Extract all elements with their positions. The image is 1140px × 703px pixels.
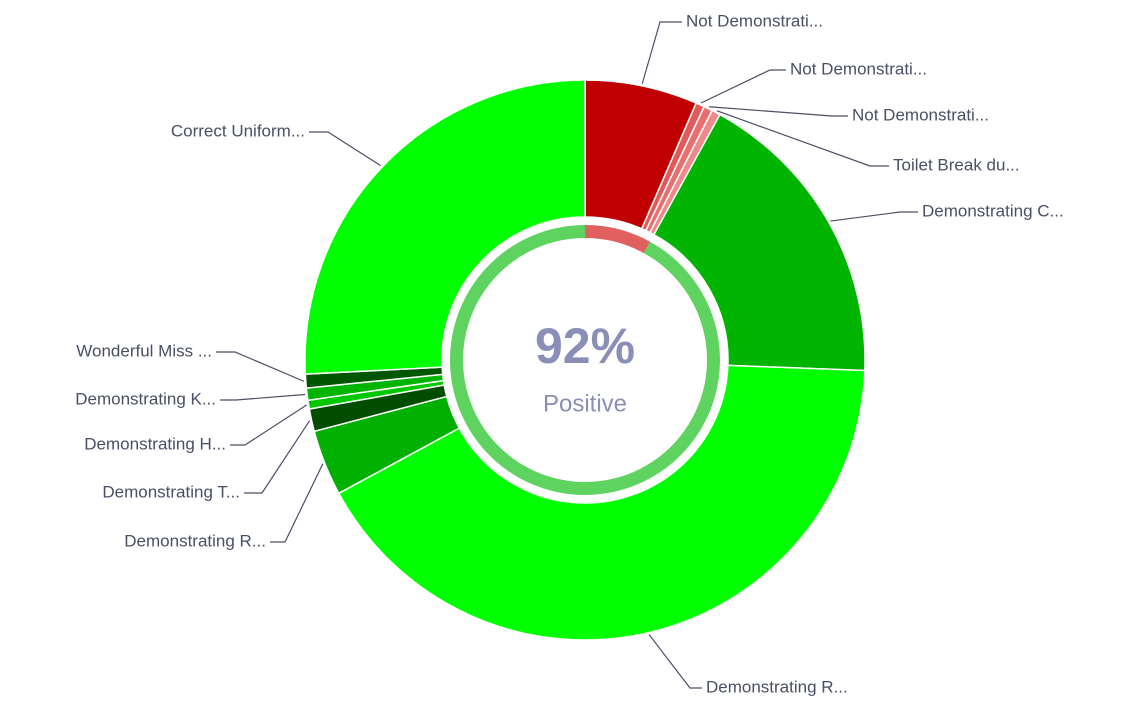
ring-rest	[585, 225, 651, 254]
leader-line	[700, 69, 786, 104]
slice-label: Demonstrating H...	[84, 434, 226, 453]
slice	[652, 113, 866, 372]
leader-line	[244, 420, 311, 494]
leader-line	[309, 131, 381, 167]
slice-label: Demonstrating R...	[124, 531, 266, 550]
leader-line	[641, 21, 682, 85]
slice-label: Not Demonstrati...	[790, 59, 927, 78]
slice-label: Not Demonstrati...	[686, 11, 823, 30]
leader-line	[216, 351, 305, 382]
slice-label: Demonstrating K...	[75, 389, 216, 408]
slice-label: Demonstrating C...	[922, 201, 1064, 220]
slice-label: Demonstrating R...	[706, 677, 848, 696]
leader-line	[716, 110, 889, 167]
leader-line	[270, 463, 324, 543]
leader-line	[230, 404, 307, 446]
leader-line	[709, 106, 848, 117]
leader-line	[220, 393, 306, 401]
leader-line	[830, 211, 918, 222]
slice	[337, 364, 866, 641]
center-value: 92%	[535, 318, 635, 374]
slice-label: Toilet Break du...	[893, 155, 1020, 174]
leader-line	[648, 634, 702, 689]
slice-label: Wonderful Miss ...	[76, 341, 212, 360]
slice	[304, 79, 586, 375]
slice-label: Correct Uniform...	[171, 121, 305, 140]
slice-label: Not Demonstrati...	[852, 105, 989, 124]
slice-label: Demonstrating T...	[102, 482, 240, 501]
center-caption: Positive	[543, 390, 627, 417]
